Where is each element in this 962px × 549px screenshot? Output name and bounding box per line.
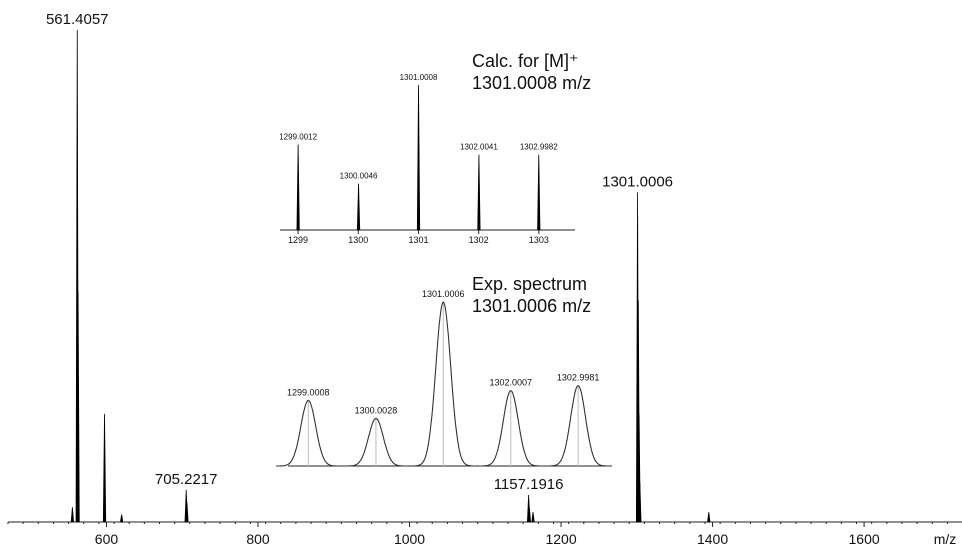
peak-label: 1302.9981 [557,373,600,383]
x-tick-label: 1000 [394,531,425,547]
peak [296,144,300,231]
minor-peak [707,512,711,523]
peak-label: 705.2217 [155,471,218,488]
minor-peak [119,514,124,523]
x-tick-label: 1400 [697,531,728,547]
peak [356,183,361,231]
peak [545,384,611,467]
peak-label: 1299.0012 [279,132,317,141]
peak-label: 1301.0006 [602,173,673,190]
peak-label: 1301.0008 [400,73,438,82]
inset-subtitle: 1301.0006 m/z [472,296,591,316]
peak-label: 561.4057 [46,11,109,28]
x-tick-label: 1600 [849,531,880,547]
peak [537,154,541,231]
peak-label: 1299.0008 [287,387,330,397]
x-axis-label: m/z [934,531,957,547]
peak-label: 1301.0006 [422,289,465,299]
peak [477,154,481,231]
peak [184,490,188,523]
peak [275,399,341,467]
x-tick-label: 1300 [348,235,368,245]
peak [478,389,544,467]
x-tick-label: 1302 [469,235,489,245]
peak-label: 1157.1916 [494,476,564,493]
peak [410,301,476,467]
peak [75,29,79,523]
x-tick-label: 600 [95,531,119,547]
minor-peak [531,512,535,523]
peak-label: 1300.0028 [355,405,398,415]
x-tick-label: 800 [246,531,270,547]
peak-label: 1302.0007 [490,378,533,388]
inset-title: Calc. for [M]⁺ [472,51,579,71]
peak [635,192,640,523]
minor-peak [638,482,642,523]
peak-label: 1302.0041 [460,143,498,152]
peak [343,417,409,467]
x-tick-label: 1299 [288,235,308,245]
peak-label: 1302.9982 [520,143,558,152]
peak [416,84,421,231]
peak [526,494,531,523]
minor-peak [70,507,75,523]
x-tick-label: 1303 [529,235,549,245]
inset-title: Exp. spectrum [472,274,587,294]
minor-peak [102,413,107,523]
inset-subtitle: 1301.0008 m/z [472,73,591,93]
peak-label: 1300.0046 [340,172,378,181]
x-tick-label: 1301 [408,235,428,245]
x-tick-label: 1200 [545,531,576,547]
